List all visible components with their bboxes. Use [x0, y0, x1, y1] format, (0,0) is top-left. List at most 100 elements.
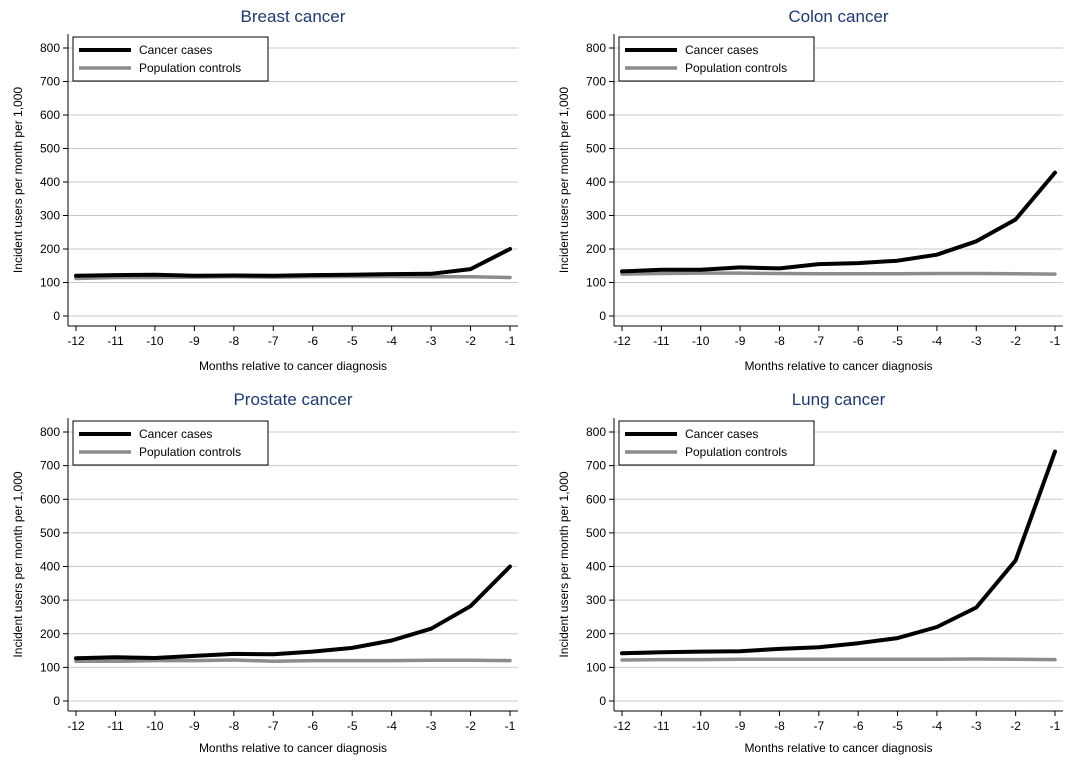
x-tick-label: -12	[67, 719, 85, 733]
x-tick-label: -6	[853, 334, 864, 348]
x-tick-label: -2	[465, 334, 476, 348]
legend-box	[618, 36, 815, 82]
x-tick-label: -5	[892, 719, 903, 733]
y-axis-title: Incident users per month per 1,000	[11, 471, 25, 657]
y-tick-label: 700	[586, 75, 606, 89]
y-tick-label: 700	[586, 459, 606, 473]
x-tick-label: -12	[67, 334, 85, 348]
y-tick-label: 200	[586, 242, 606, 256]
x-tick-label: -9	[189, 334, 200, 348]
y-tick-label: 600	[586, 492, 606, 506]
x-tick-label: -9	[189, 719, 200, 733]
legend-box	[72, 420, 269, 466]
x-tick-label: -3	[971, 719, 982, 733]
y-tick-label: 200	[40, 242, 60, 256]
y-tick-label: 400	[40, 560, 60, 574]
y-tick-label: 800	[40, 41, 60, 55]
y-axis-title: Incident users per month per 1,000	[557, 471, 571, 657]
y-tick-label: 500	[40, 526, 60, 540]
x-tick-label: -3	[426, 334, 437, 348]
y-tick-label: 400	[586, 175, 606, 189]
y-tick-label: 500	[586, 526, 606, 540]
x-tick-label: -10	[146, 334, 164, 348]
x-tick-label: -8	[228, 334, 239, 348]
chart-panel: Colon cancer 0 100 200 300 400 500 600 700 800 -12…	[557, 7, 1063, 373]
series-line	[74, 247, 512, 278]
x-tick-label: -3	[971, 334, 982, 348]
x-tick-label: -6	[307, 719, 318, 733]
x-tick-label: -10	[692, 334, 710, 348]
y-tick-label: 100	[586, 660, 606, 674]
legend-label: Population controls	[685, 61, 787, 75]
x-tick-label: -3	[426, 719, 437, 733]
chart-title: Colon cancer	[788, 7, 889, 26]
y-tick-label: 800	[586, 425, 606, 439]
x-tick-label: -10	[146, 719, 164, 733]
y-tick-label: 0	[53, 309, 60, 323]
x-tick-label: -7	[268, 334, 279, 348]
chart-title: Prostate cancer	[233, 390, 352, 409]
x-tick-label: -11	[107, 334, 124, 348]
series-line	[620, 657, 1057, 662]
y-axis-title: Incident users per month per 1,000	[11, 87, 25, 273]
y-tick-label: 600	[586, 108, 606, 122]
x-axis-title: Months relative to cancer diagnosis	[199, 741, 387, 755]
x-tick-label: -9	[735, 719, 746, 733]
x-tick-label: -12	[613, 334, 631, 348]
chart-title: Lung cancer	[792, 390, 886, 409]
legend-label: Population controls	[139, 61, 241, 75]
x-tick-label: -1	[505, 719, 516, 733]
x-tick-label: -4	[932, 719, 943, 733]
legend-label: Cancer cases	[685, 43, 758, 57]
legend-label: Population controls	[139, 445, 241, 459]
x-tick-label: -7	[268, 719, 279, 733]
y-tick-label: 0	[53, 694, 60, 708]
y-tick-label: 0	[599, 309, 606, 323]
x-tick-label: -8	[774, 334, 785, 348]
y-tick-label: 600	[40, 492, 60, 506]
x-axis-title: Months relative to cancer diagnosis	[744, 741, 932, 755]
y-tick-label: 300	[40, 593, 60, 607]
series-line	[74, 564, 512, 661]
series-line	[620, 271, 1057, 276]
x-tick-label: -11	[653, 334, 670, 348]
legend-label: Cancer cases	[139, 43, 212, 57]
x-tick-label: -11	[107, 719, 124, 733]
x-tick-label: -1	[1050, 334, 1061, 348]
series-line	[620, 449, 1057, 656]
x-axis-title: Months relative to cancer diagnosis	[199, 359, 387, 373]
chart-title: Breast cancer	[241, 7, 346, 26]
x-tick-label: -6	[853, 719, 864, 733]
chart-panel: Lung cancer 0 100 200 300 400 500 600 700 800 -12 -…	[557, 390, 1063, 755]
y-tick-label: 700	[40, 459, 60, 473]
y-tick-label: 100	[40, 276, 60, 290]
y-tick-label: 300	[586, 593, 606, 607]
y-tick-label: 200	[40, 627, 60, 641]
y-tick-label: 300	[586, 209, 606, 223]
x-tick-label: -1	[1050, 719, 1061, 733]
x-tick-label: -12	[613, 719, 631, 733]
y-tick-label: 700	[40, 75, 60, 89]
x-tick-label: -2	[1010, 719, 1021, 733]
y-tick-label: 500	[586, 142, 606, 156]
series-line	[74, 658, 512, 664]
x-tick-label: -5	[347, 334, 358, 348]
x-tick-label: -8	[774, 719, 785, 733]
y-tick-label: 0	[599, 694, 606, 708]
y-tick-label: 200	[586, 627, 606, 641]
legend-box	[72, 36, 269, 82]
y-tick-label: 100	[40, 660, 60, 674]
legend-label: Cancer cases	[139, 427, 212, 441]
x-tick-label: -4	[932, 334, 943, 348]
x-tick-label: -7	[813, 719, 824, 733]
x-tick-label: -4	[386, 719, 397, 733]
x-tick-label: -11	[653, 719, 670, 733]
y-tick-label: 400	[40, 175, 60, 189]
chart-panel: Breast cancer 0 100 200 300 400 500 600 700 800 -1…	[11, 7, 518, 373]
y-tick-label: 800	[586, 41, 606, 55]
y-tick-label: 400	[586, 560, 606, 574]
x-tick-label: -7	[813, 334, 824, 348]
x-tick-label: -5	[892, 334, 903, 348]
x-tick-label: -1	[505, 334, 516, 348]
